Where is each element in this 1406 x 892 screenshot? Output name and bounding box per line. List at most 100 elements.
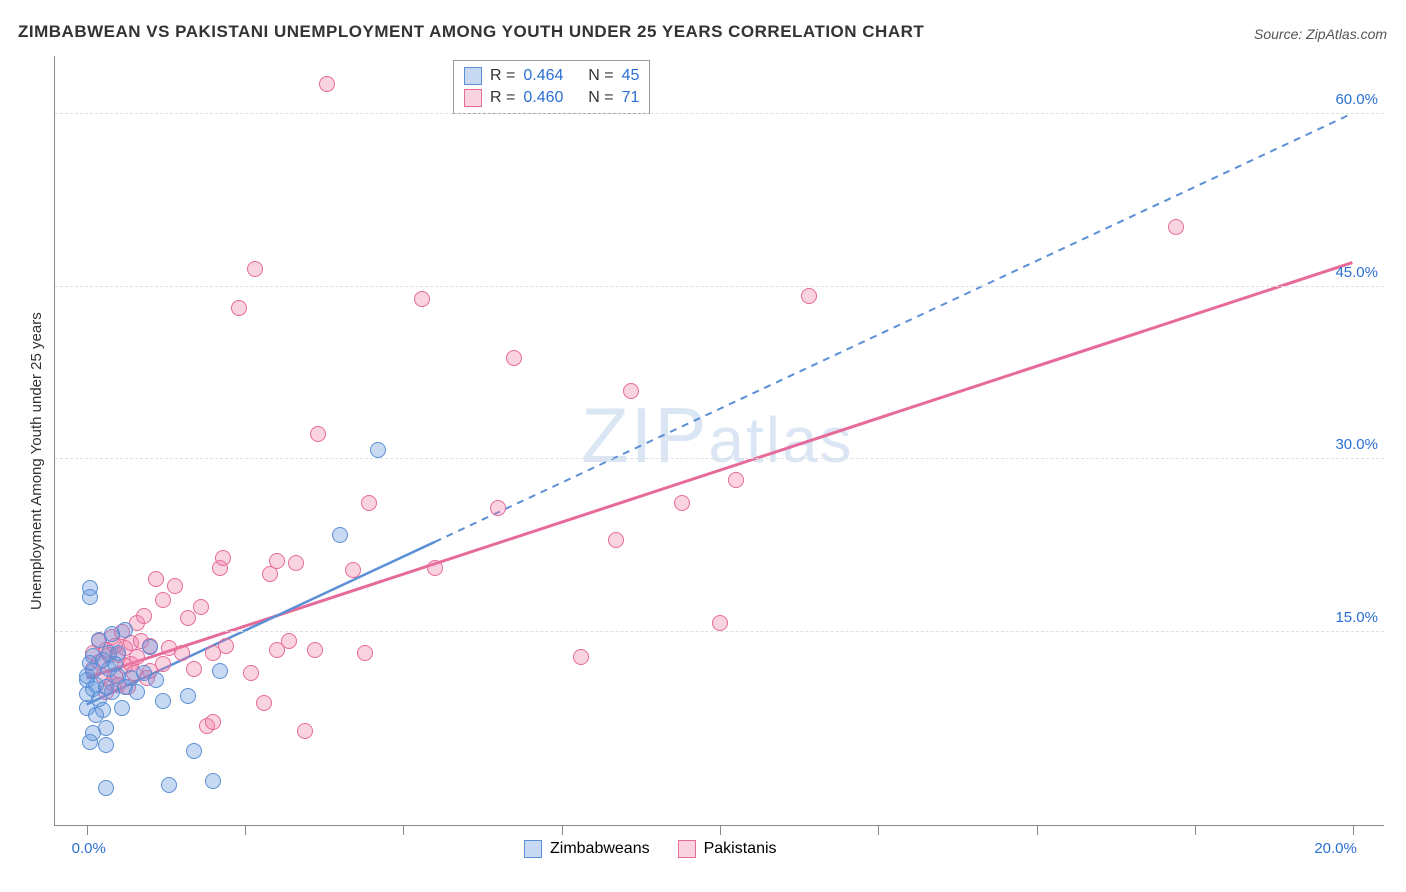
scatter-point-zimbabweans [205,773,221,789]
scatter-point-zimbabweans [98,780,114,796]
scatter-point-pakistanis [218,638,234,654]
scatter-point-zimbabweans [110,645,126,661]
scatter-point-pakistanis [307,642,323,658]
scatter-point-pakistanis [180,610,196,626]
scatter-point-zimbabweans [142,639,158,655]
legend-label-zimbabweans: Zimbabweans [550,840,650,858]
scatter-point-pakistanis [247,261,263,277]
scatter-point-pakistanis [297,723,313,739]
x-tick [1195,826,1196,835]
gridline [55,631,1384,632]
stats-legend-box: R = 0.464 N = 45 R = 0.460 N = 71 [453,60,650,114]
scatter-point-pakistanis [256,695,272,711]
scatter-point-pakistanis [728,472,744,488]
x-tick [878,826,879,835]
bottom-legend: Zimbabweans Pakistanis [524,840,777,858]
y-axis-label: Unemployment Among Youth under 25 years [28,312,45,610]
y-tick-label: 30.0% [1335,436,1378,453]
scatter-point-pakistanis [573,649,589,665]
legend-item-pakistanis: Pakistanis [678,840,777,858]
gridline [55,113,1384,114]
scatter-point-pakistanis [712,615,728,631]
scatter-point-pakistanis [608,532,624,548]
scatter-point-pakistanis [262,566,278,582]
scatter-point-zimbabweans [117,622,133,638]
stats-n-zim: 45 [622,67,640,85]
scatter-point-pakistanis [623,383,639,399]
scatter-point-pakistanis [231,300,247,316]
x-tick [1353,826,1354,835]
scatter-point-zimbabweans [129,684,145,700]
scatter-point-zimbabweans [114,700,130,716]
stats-r-label2: R = [490,89,515,107]
plot-area: ZIPatlas R = 0.464 N = 45 R = 0.460 N = … [54,56,1384,826]
stats-r-zim: 0.464 [523,67,563,85]
scatter-point-pakistanis [193,599,209,615]
scatter-point-zimbabweans [95,702,111,718]
scatter-point-pakistanis [205,714,221,730]
scatter-point-pakistanis [186,661,202,677]
chart-container: ZIMBABWEAN VS PAKISTANI UNEMPLOYMENT AMO… [0,0,1406,892]
legend-item-zimbabweans: Zimbabweans [524,840,650,858]
scatter-point-zimbabweans [186,743,202,759]
y-tick-label: 45.0% [1335,264,1378,281]
legend-swatch-pakistanis [678,840,696,858]
y-tick-label: 60.0% [1335,91,1378,108]
x-tick [245,826,246,835]
legend-swatch-zimbabweans [524,840,542,858]
scatter-point-pakistanis [269,553,285,569]
stats-row-zimbabweans: R = 0.464 N = 45 [464,65,639,87]
scatter-point-pakistanis [361,495,377,511]
x-tick [562,826,563,835]
stats-r-pak: 0.460 [523,89,563,107]
stats-n-label: N = [588,67,613,85]
x-min-label: 0.0% [72,840,106,857]
scatter-point-pakistanis [281,633,297,649]
stats-row-pakistanis: R = 0.460 N = 71 [464,87,639,109]
scatter-point-pakistanis [506,350,522,366]
gridline [55,458,1384,459]
stats-n-label2: N = [588,89,613,107]
scatter-point-pakistanis [674,495,690,511]
scatter-point-pakistanis [243,665,259,681]
x-tick [720,826,721,835]
scatter-point-zimbabweans [180,688,196,704]
scatter-point-pakistanis [155,656,171,672]
scatter-point-pakistanis [357,645,373,661]
scatter-point-pakistanis [801,288,817,304]
scatter-point-pakistanis [490,500,506,516]
stats-r-label: R = [490,67,515,85]
y-tick-label: 15.0% [1335,609,1378,626]
scatter-point-zimbabweans [212,663,228,679]
scatter-point-pakistanis [148,571,164,587]
legend-label-pakistanis: Pakistanis [704,840,777,858]
scatter-point-pakistanis [174,645,190,661]
scatter-point-zimbabweans [370,442,386,458]
scatter-point-pakistanis [136,608,152,624]
x-max-label: 20.0% [1314,840,1357,857]
x-tick [403,826,404,835]
trend-line [435,113,1353,542]
scatter-point-zimbabweans [148,672,164,688]
scatter-point-pakistanis [1168,219,1184,235]
scatter-point-pakistanis [288,555,304,571]
scatter-point-pakistanis [319,76,335,92]
source-attribution: Source: ZipAtlas.com [1254,26,1387,42]
scatter-point-pakistanis [414,291,430,307]
x-tick [1037,826,1038,835]
scatter-point-pakistanis [310,426,326,442]
trend-lines [55,56,1384,825]
scatter-point-pakistanis [345,562,361,578]
stats-n-pak: 71 [622,89,640,107]
scatter-point-zimbabweans [161,777,177,793]
scatter-point-zimbabweans [98,737,114,753]
scatter-point-zimbabweans [332,527,348,543]
chart-title: ZIMBABWEAN VS PAKISTANI UNEMPLOYMENT AMO… [18,22,924,42]
scatter-point-zimbabweans [82,580,98,596]
swatch-zimbabweans [464,67,482,85]
scatter-point-pakistanis [427,560,443,576]
x-tick [87,826,88,835]
scatter-point-pakistanis [215,550,231,566]
swatch-pakistanis [464,89,482,107]
scatter-point-zimbabweans [155,693,171,709]
